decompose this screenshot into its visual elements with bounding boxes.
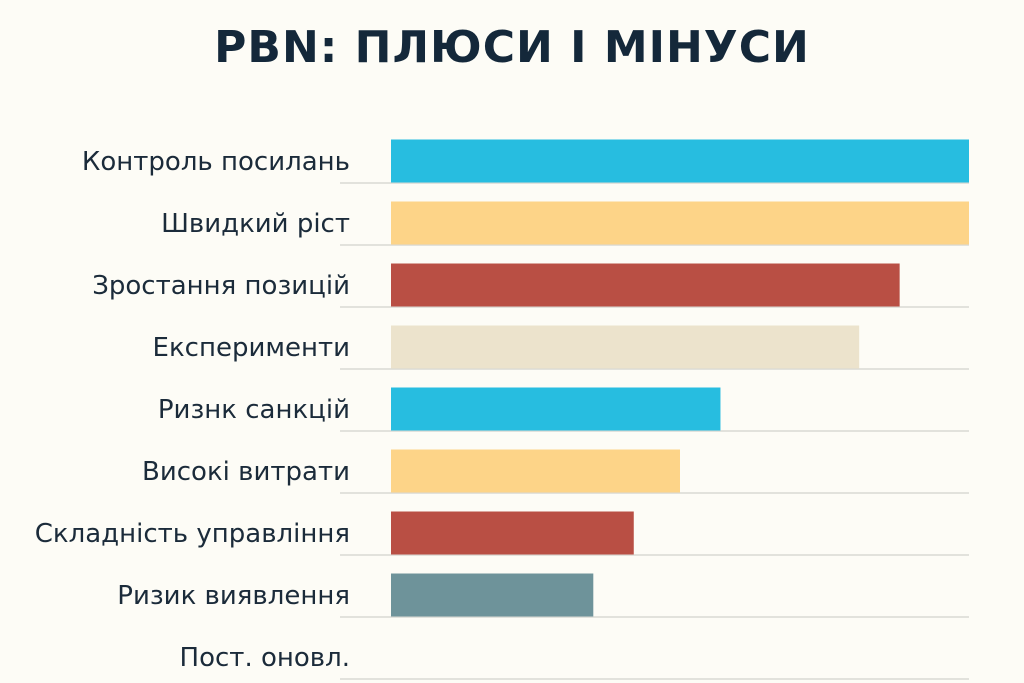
category-label: Високі витрати (142, 457, 350, 487)
category-label: Швидкий ріст (161, 209, 350, 239)
gridlines (340, 182, 969, 680)
bar (391, 139, 969, 183)
bar (391, 511, 634, 555)
bar (391, 263, 900, 307)
category-label: Експерименти (153, 333, 350, 363)
category-label: Зростання позицій (92, 271, 350, 301)
bar (391, 573, 594, 617)
bar (391, 201, 969, 245)
category-label: Складність управління (35, 519, 350, 549)
category-labels: Контроль посилань Швидкий ріст Зростання п… (35, 147, 350, 673)
bar (391, 325, 860, 369)
category-label: Пост. оновл. (180, 643, 350, 673)
category-label: Ризнк санкцій (158, 395, 350, 425)
bar (391, 449, 680, 493)
category-label: Ризик виявлення (117, 581, 350, 611)
bar (391, 387, 721, 431)
bars (391, 139, 969, 617)
category-label: Контроль посилань (82, 147, 350, 177)
chart-title: PBN: ПЛЮСИ І МІНУСИ (214, 22, 810, 73)
